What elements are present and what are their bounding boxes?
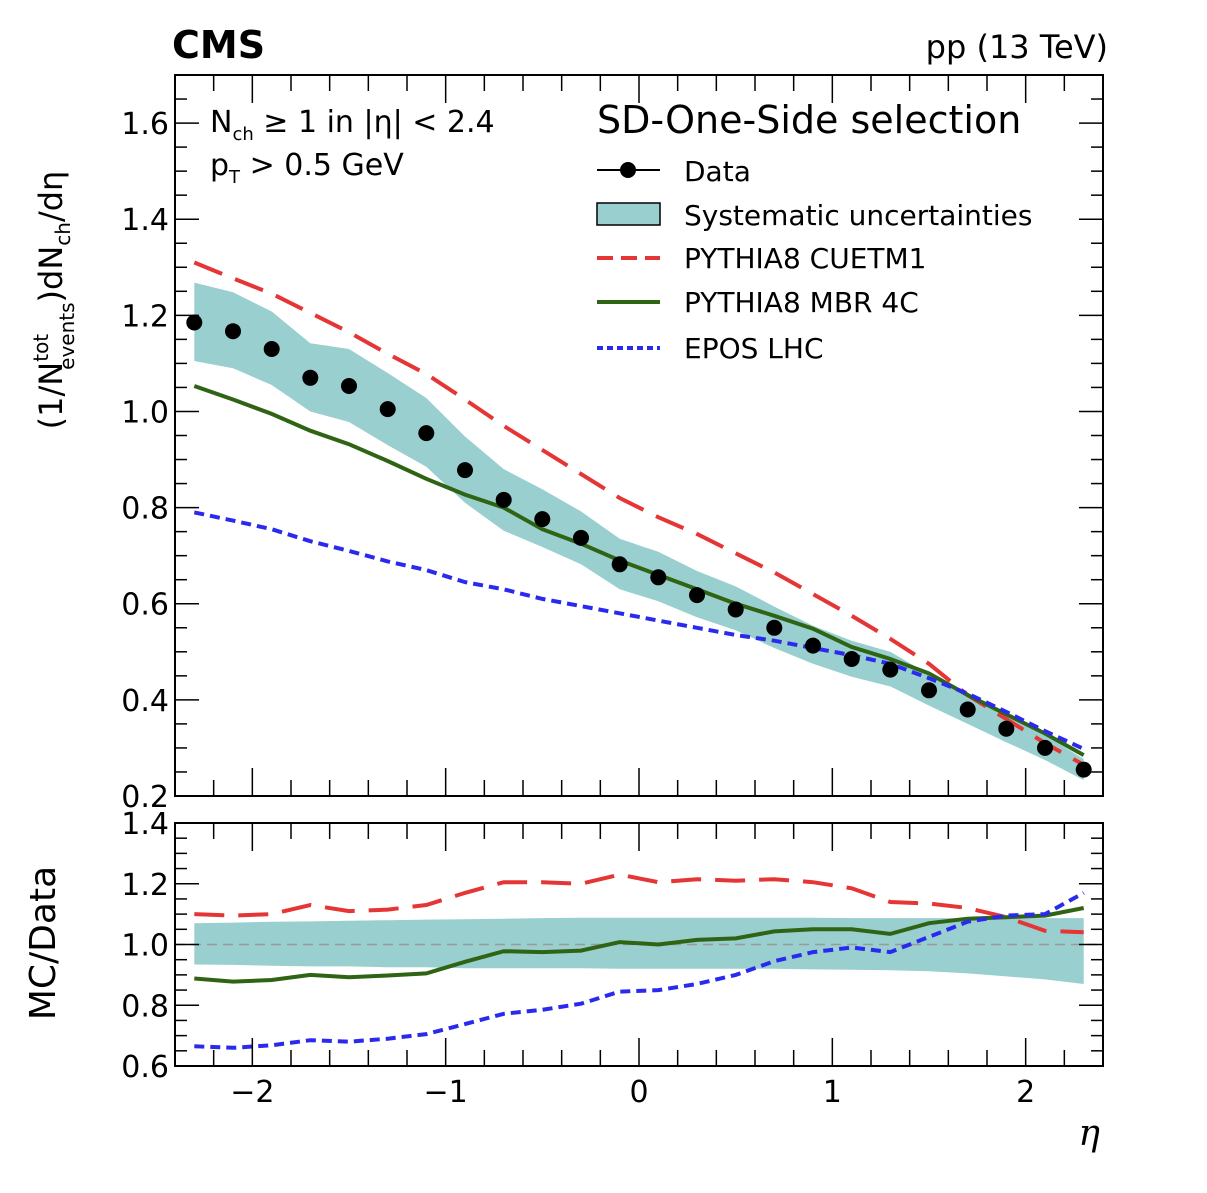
ratio-ytick-label: 0.8 [121, 989, 169, 1024]
data-point [998, 720, 1015, 737]
main-frame [174, 74, 1104, 797]
main-ytick-label: 1.6 [121, 107, 169, 142]
data-point [843, 651, 860, 667]
ratio-line-cuetm1 [194, 872, 1084, 935]
ratio-model-lines [194, 872, 1085, 1050]
main-ytick-label: 0.6 [121, 588, 169, 623]
legend-entry-data: Data [684, 155, 751, 188]
data-point [921, 682, 937, 699]
ratio-y-axis-label: MC/Data [23, 866, 64, 1020]
ratio-ytick-label: 1.4 [121, 807, 169, 842]
data-point [341, 378, 357, 394]
legend-entry-epos: EPOS LHC [684, 332, 824, 365]
data-point [263, 341, 280, 357]
data-point [302, 369, 319, 386]
energy-label: pp (13 TeV) [926, 28, 1108, 66]
data-point [766, 619, 783, 636]
ratio-axes: 0.6 0.8 1.0 1.2 1.4 −2 −1 0 1 2 [121, 807, 1104, 1110]
ratio-xtick-label: 2 [1016, 1075, 1035, 1110]
ratio-ytick-label: 0.6 [121, 1050, 169, 1085]
main-ytick-label: 1.2 [121, 299, 169, 334]
data-point [689, 587, 705, 604]
legend-systematics-swatch [596, 202, 661, 226]
data-point [534, 511, 551, 528]
main-line-cuetm1 [193, 260, 1085, 767]
data-point [495, 491, 512, 508]
ratio-xtick-label: 0 [629, 1075, 648, 1110]
main-line-mbr [193, 384, 1085, 757]
data-point [457, 462, 473, 479]
ratio-ytick-label: 1.0 [121, 929, 169, 964]
main-ytick-label: 0.8 [121, 492, 169, 527]
main-ytick-label: 0.4 [121, 684, 169, 719]
legend-title: SD-One-Side selection [597, 98, 1021, 142]
ratio-line-epos [194, 891, 1085, 1050]
ratio-systematics-band [194, 917, 1084, 984]
data-point [1075, 761, 1092, 778]
data-point [805, 637, 821, 654]
main-data-points [186, 314, 1092, 778]
data-point [611, 556, 628, 573]
main-axes: 0.2 0.4 0.6 0.8 1.0 1.2 1.4 1.6 [121, 74, 1104, 815]
ratio-xtick-label: −2 [230, 1075, 274, 1110]
legend-entry-systematics: Systematic uncertainties [684, 199, 1032, 232]
ratio-band-area [194, 917, 1084, 984]
data-point [379, 401, 396, 418]
ratio-line-mbr [194, 906, 1085, 984]
main-band-area [194, 282, 1084, 781]
legend-entry-mbr: PYTHIA8 MBR 4C [684, 286, 919, 319]
data-point [959, 701, 976, 718]
main-model-lines [193, 260, 1085, 767]
ratio-ytick-label: 1.2 [121, 868, 169, 903]
main-line-epos [193, 510, 1085, 751]
main-y-axis-label: (1/Ntot events)dNch/dη [29, 171, 79, 430]
data-point [727, 601, 744, 618]
x-axis-label: η [1078, 1113, 1100, 1154]
data-point [573, 529, 589, 546]
main-ytick-label: 1.0 [121, 395, 169, 430]
experiment-label: CMS [172, 23, 265, 67]
selection-cut-text: Nch ≥ 1 in |η| < 2.4 [210, 105, 495, 145]
legend: SD-One-Side selection Data Systematic un… [596, 98, 1032, 365]
pt-cut-text: pT > 0.5 GeV [210, 148, 404, 188]
data-point [1037, 739, 1053, 756]
legend-entry-cuetm1: PYTHIA8 CUETM1 [684, 242, 926, 275]
data-point [225, 323, 241, 340]
main-ytick-label: 0.2 [121, 780, 169, 815]
data-point [882, 661, 899, 678]
main-systematics-band [194, 282, 1084, 781]
legend-data-marker [620, 162, 636, 178]
ratio-xtick-label: 1 [823, 1075, 842, 1110]
main-ytick-label: 1.4 [121, 203, 169, 238]
data-point [650, 569, 667, 586]
ratio-xtick-label: −1 [424, 1075, 468, 1110]
data-point [186, 314, 203, 331]
data-point [418, 425, 435, 442]
